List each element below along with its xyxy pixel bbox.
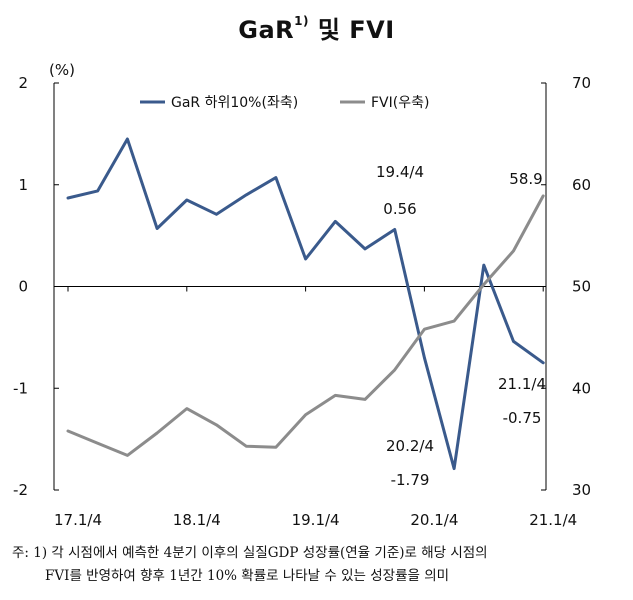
footnote: 주: 1) 각 시점에서 예측한 4분기 이후의 실질GDP 성장률(연율 기준… [12,542,624,588]
title-suffix: 및 FVI [309,16,395,44]
left-tick-label: 1 [18,176,28,194]
annotation-date: 19.4/4 [376,163,424,181]
left-axis-unit: (%) [49,61,75,79]
x-tick-label: 21.1/4 [529,511,577,529]
annotation-value: 58.9 [509,170,542,188]
gar-series-line [66,137,545,471]
title-footnote-mark: 1) [294,14,309,28]
annotation-value: -1.79 [391,471,430,489]
line-chart: 2 1 0 -1 -2 (%) 70 60 50 40 30 17.1/4 18.1/4 19.1/4 20… [13,61,591,529]
left-tick-label: 0 [18,278,28,296]
legend-gar-label: GaR 하위10%(좌축) [171,95,298,111]
x-tick-label: 18.1/4 [173,511,221,529]
left-tick-label: 2 [18,74,28,92]
title-main: GaR [238,16,295,44]
fvi-series-line [66,194,545,457]
right-tick-label: 30 [572,481,591,499]
x-tick-label: 19.1/4 [292,511,340,529]
x-tick-label: 17.1/4 [54,511,102,529]
right-tick-label: 40 [572,379,591,397]
right-tick-label: 60 [572,176,591,194]
footnote-line-1: 주: 1) 각 시점에서 예측한 4분기 이후의 실질GDP 성장률(연율 기준… [12,545,488,561]
left-tick-label: -1 [13,379,28,397]
annotation-value: 0.56 [383,200,416,218]
footnote-line-2: FVI를 반영하여 향후 1년간 10% 확률로 나타날 수 있는 성장률을 의… [45,568,450,584]
annotation-value: -0.75 [503,409,542,427]
left-tick-label: -2 [13,481,28,499]
annotation-date: 21.1/4 [498,375,546,393]
right-tick-label: 70 [572,74,591,92]
right-tick-label: 50 [572,278,591,296]
annotation-date: 20.2/4 [386,437,434,455]
x-tick-label: 20.1/4 [410,511,458,529]
legend-fvi-label: FVI(우축) [371,95,429,111]
chart-title: GaR1) 및 FVI [0,10,633,45]
